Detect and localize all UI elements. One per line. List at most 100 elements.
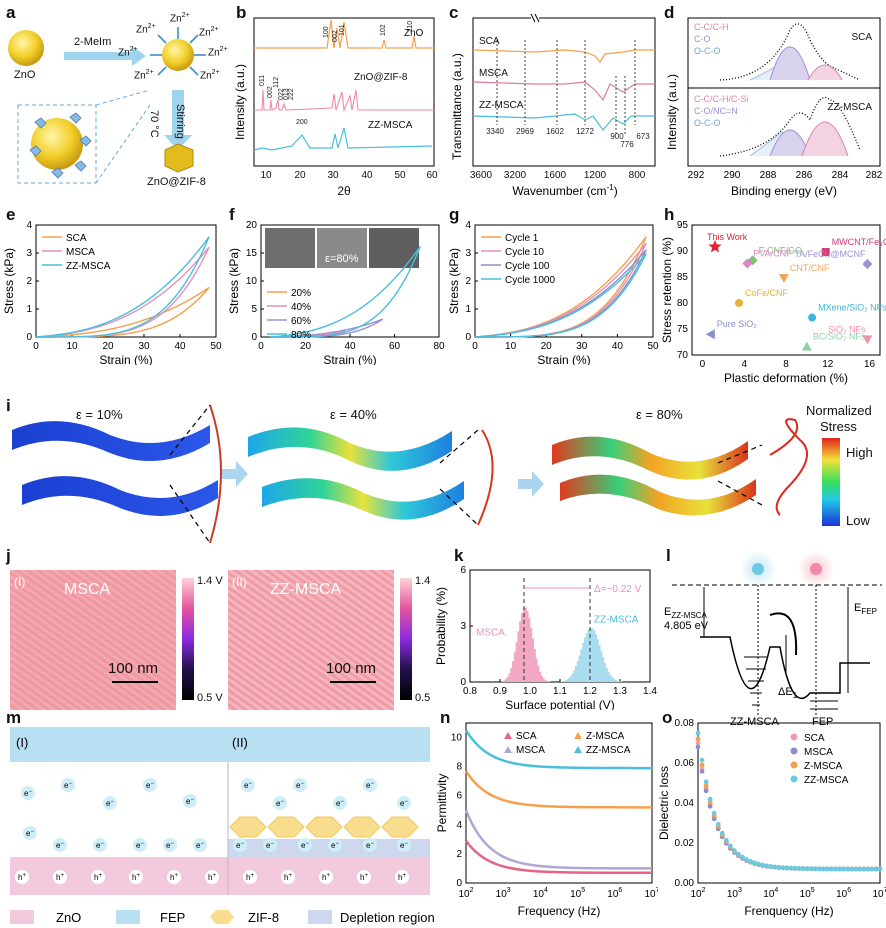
svg-text:O-C-O: O-C-O	[694, 118, 721, 128]
svg-text:C-O: C-O	[694, 34, 711, 44]
stirring-label: Stirring	[174, 104, 186, 139]
series-line	[464, 809, 653, 870]
histogram-bar	[542, 678, 545, 682]
data-point	[715, 821, 721, 827]
data-point	[861, 866, 867, 872]
legend-label: MSCA	[804, 747, 833, 758]
data-point	[829, 866, 834, 872]
panel-g: g 0 10 20 30 40 50 0 1 2 3 4 Strain (%) Stress (kPa)…	[445, 200, 660, 365]
y-axis-label: Stress (kPa)	[447, 248, 461, 314]
y-tick-label: 3	[26, 248, 32, 259]
data-point	[723, 837, 729, 843]
x-axis-label: Plastic deformation (%)	[724, 371, 848, 385]
data-label: SiO₂ NFs	[828, 324, 866, 334]
simulation: ε = 10% ε = 40% ε = 80% Normalized Stres…	[12, 403, 873, 544]
y-tick-label: 95	[677, 220, 689, 231]
panel-label: a	[6, 3, 16, 22]
arrow	[64, 46, 146, 66]
y-tick-label: 2	[465, 276, 471, 287]
panel-h: h 0 4 8 12 16 70 75 80 85 90 95 Plastic deformation…	[660, 200, 886, 392]
x-axis-label: Binding energy (eV)	[731, 184, 837, 198]
histogram-bar	[603, 662, 606, 682]
data-point	[780, 865, 786, 871]
xrd-chart: 100 002 101 102 110 011 002 112 022 013 …	[233, 17, 438, 198]
y-tick-label: 0.08	[675, 718, 695, 729]
panel-b: b 100 002 101 102 110 011 002 112 022 01…	[232, 0, 442, 205]
data-point	[760, 862, 766, 868]
legend-swatch	[504, 746, 512, 753]
peak	[807, 64, 843, 81]
x-tick-label: 1.4	[643, 686, 657, 697]
particle-label: h+	[132, 873, 140, 882]
svg-text:900: 900	[610, 132, 624, 141]
histogram-bar	[503, 680, 506, 682]
particle	[319, 870, 333, 884]
data-point	[699, 757, 705, 763]
zno-sphere-zn	[162, 39, 194, 71]
panel-label: m	[6, 708, 22, 727]
particle-label: h+	[284, 873, 292, 882]
exp: 3	[738, 887, 742, 894]
data-point	[833, 866, 838, 872]
svg-text:60: 60	[426, 170, 438, 181]
svg-text:284: 284	[832, 170, 849, 181]
y-tick-label: 1	[26, 304, 32, 315]
data-point	[736, 851, 741, 857]
strain-label: ε = 10%	[76, 407, 123, 422]
data-point	[873, 866, 879, 872]
particle	[205, 870, 219, 884]
x-tick-label: 0.8	[463, 686, 477, 697]
data-point	[764, 863, 770, 869]
particle	[129, 870, 143, 884]
histogram-bar	[519, 621, 522, 682]
panel-label: c	[449, 3, 459, 22]
legend-label: MSCA	[516, 745, 545, 756]
particle	[91, 870, 105, 884]
x-axis-label: Strain (%)	[323, 353, 376, 365]
particle-label: h+	[208, 873, 216, 882]
exp: 7	[884, 887, 886, 894]
particle	[273, 796, 287, 810]
x-tick-label: 103	[727, 887, 742, 900]
exp: 2	[470, 887, 474, 894]
y-tick-label: 3	[460, 621, 466, 632]
y-tick-label: 5	[251, 304, 257, 315]
legend-swatch	[574, 732, 582, 739]
particle	[241, 778, 255, 792]
particle-label: e−	[296, 781, 304, 790]
data-point	[703, 783, 709, 789]
data-point	[877, 866, 883, 872]
zn-ion: Zn2+	[134, 69, 154, 82]
histogram-bar	[513, 652, 516, 682]
photo-label: ε=80%	[325, 253, 359, 265]
curve-label: ZZ-MSCA	[368, 120, 413, 131]
x-tick-label: 60	[389, 341, 401, 352]
svg-text:20: 20	[294, 170, 306, 181]
data-label: Pure SiO₂	[717, 319, 758, 329]
x-axis-label: 2θ	[337, 184, 351, 198]
particle	[193, 838, 207, 852]
panel-n: n 0 2 4 6 8 10 102 103 104 105 106 107 Frequency (Hz…	[436, 705, 658, 928]
x-tick-label: 0	[700, 359, 706, 370]
x-tick-label: 8	[783, 359, 789, 370]
series-line	[474, 249, 647, 338]
svg-text:3200: 3200	[504, 170, 527, 181]
x-tick-label: 106	[607, 887, 622, 900]
histogram-bar	[602, 657, 605, 682]
panel-label: j	[6, 546, 11, 565]
particle-label: e−	[266, 841, 274, 850]
svg-text:282: 282	[866, 170, 883, 181]
y-tick-label: 0.00	[675, 878, 695, 889]
histogram-bar	[571, 673, 574, 682]
band-diagram: EZZ-MSCA 4.805 eV EFEP ΔE1 ZZ-MSCA FEP	[664, 551, 882, 728]
y-axis-label: Intensity (a.u.)	[233, 64, 247, 140]
peak-label: 110	[407, 21, 414, 32]
peak-label: 112	[273, 77, 280, 88]
particle-label: e−	[64, 781, 72, 790]
curve-zno	[254, 19, 434, 49]
data-point	[707, 803, 713, 809]
data-point	[845, 866, 851, 872]
y-tick-label: 90	[677, 246, 689, 257]
kpfm-map-msca	[10, 570, 176, 710]
x-axis-label: Strain (%)	[537, 353, 590, 365]
